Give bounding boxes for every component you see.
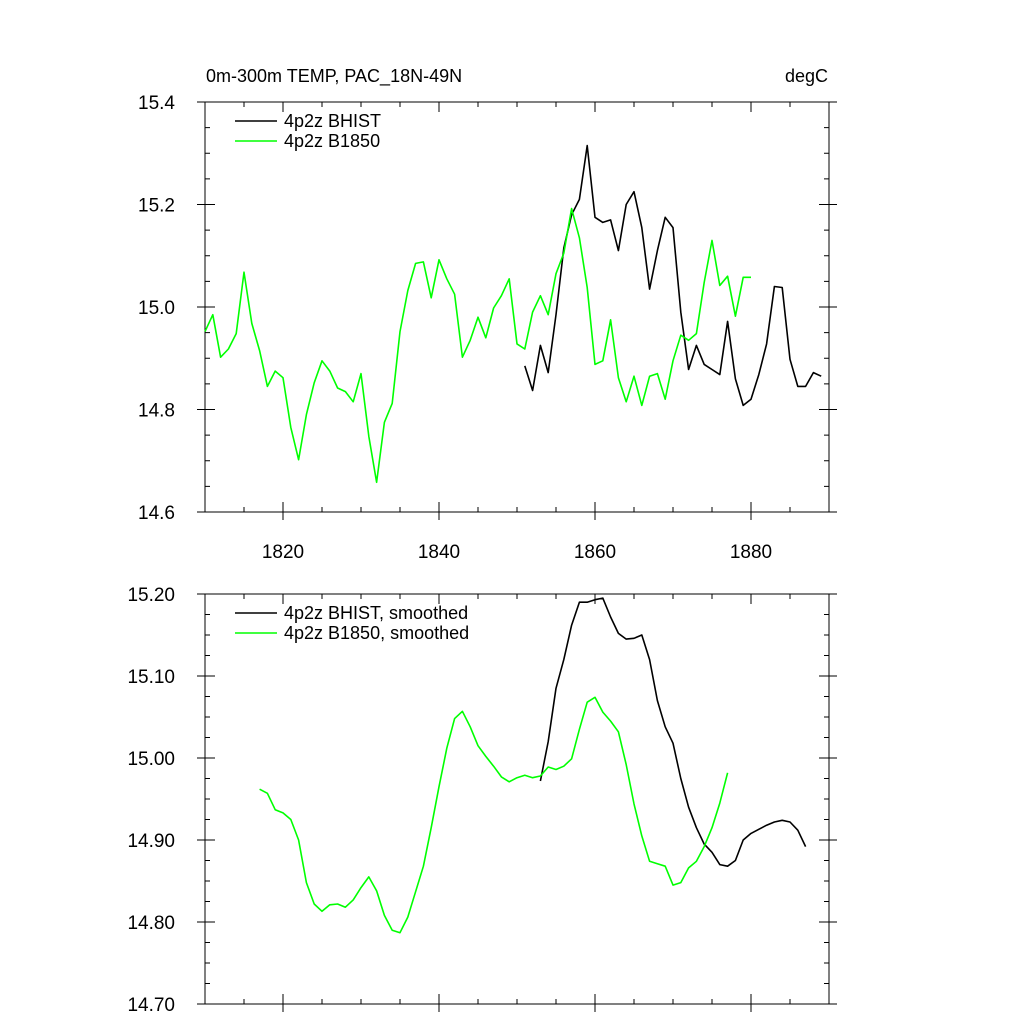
legend-label: 4p2z BHIST <box>284 111 381 131</box>
plot-frame <box>204 593 830 1005</box>
y-tick-label: 14.8 <box>138 401 175 422</box>
y-tick-label: 15.2 <box>138 196 175 217</box>
x-tick-label: 1840 <box>418 542 460 563</box>
y-tick-label: 15.0 <box>138 298 175 319</box>
series-line-4p2z-bhist-smoothed <box>539 597 807 868</box>
x-tick-label: 1820 <box>262 542 304 563</box>
x-tick-label: 1880 <box>730 542 772 563</box>
y-tick-label: 14.6 <box>138 503 175 524</box>
y-tick-label: 15.20 <box>127 585 175 606</box>
units-label: degC <box>785 66 828 86</box>
y-tick-label: 15.00 <box>127 749 175 770</box>
plot-frame <box>204 101 830 513</box>
legend-label: 4p2z B1850, smoothed <box>284 623 469 643</box>
y-tick-label: 15.10 <box>127 667 175 688</box>
top-panel: 1820 1840 1860 1880 14.6 14.8 15.0 15.2 15.4 4p2z… <box>138 93 837 563</box>
plot-title: 0m-300m TEMP, PAC_18N-49N <box>206 66 462 87</box>
y-tick-label: 14.80 <box>127 913 175 934</box>
legend-label: 4p2z B1850 <box>284 131 380 151</box>
series-line-4p2z-b1850-smoothed <box>259 696 729 934</box>
y-tick-label: 14.70 <box>127 995 175 1016</box>
y-tick-label: 14.90 <box>127 831 175 852</box>
bottom-panel: 14.70 14.80 14.90 15.00 15.10 15.20 4p2z BHIST… <box>127 585 837 1016</box>
series-line-4p2z-bhist <box>524 144 822 407</box>
series-line-4p2z-b1850 <box>204 207 751 484</box>
legend-label: 4p2z BHIST, smoothed <box>284 603 468 623</box>
x-tick-label: 1860 <box>574 542 616 563</box>
y-tick-label: 15.4 <box>138 93 175 114</box>
